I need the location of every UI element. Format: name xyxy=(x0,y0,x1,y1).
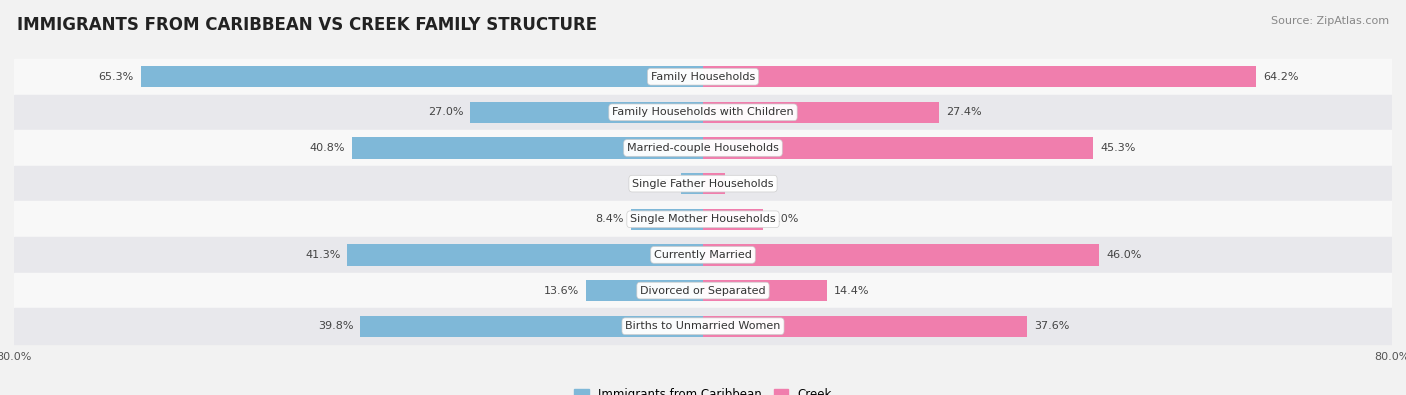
Text: Births to Unmarried Women: Births to Unmarried Women xyxy=(626,321,780,331)
Text: 45.3%: 45.3% xyxy=(1099,143,1136,153)
Bar xyxy=(703,316,1026,337)
Legend: Immigrants from Caribbean, Creek: Immigrants from Caribbean, Creek xyxy=(569,384,837,395)
Text: Divorced or Separated: Divorced or Separated xyxy=(640,286,766,295)
Text: Source: ZipAtlas.com: Source: ZipAtlas.com xyxy=(1271,16,1389,26)
Text: 41.3%: 41.3% xyxy=(305,250,340,260)
Text: 40.8%: 40.8% xyxy=(309,143,344,153)
Text: 2.6%: 2.6% xyxy=(733,179,761,189)
Bar xyxy=(703,280,827,301)
Bar xyxy=(14,166,1392,201)
Bar xyxy=(14,94,1392,130)
Bar xyxy=(360,316,703,337)
Bar xyxy=(682,173,703,194)
Bar xyxy=(703,173,725,194)
Text: 37.6%: 37.6% xyxy=(1033,321,1069,331)
Bar xyxy=(471,102,703,123)
Bar xyxy=(14,237,1392,273)
Text: 14.4%: 14.4% xyxy=(834,286,869,295)
Text: 13.6%: 13.6% xyxy=(544,286,579,295)
Text: 46.0%: 46.0% xyxy=(1107,250,1142,260)
Bar xyxy=(703,209,763,230)
Bar xyxy=(352,137,703,159)
Text: 27.0%: 27.0% xyxy=(427,107,464,117)
Text: Currently Married: Currently Married xyxy=(654,250,752,260)
Bar xyxy=(141,66,703,87)
Text: Single Mother Households: Single Mother Households xyxy=(630,214,776,224)
Text: 8.4%: 8.4% xyxy=(595,214,624,224)
Bar xyxy=(586,280,703,301)
Bar xyxy=(14,59,1392,94)
Bar xyxy=(347,244,703,265)
Bar xyxy=(14,201,1392,237)
Bar xyxy=(703,102,939,123)
Bar xyxy=(703,66,1256,87)
Bar xyxy=(703,137,1092,159)
Text: 64.2%: 64.2% xyxy=(1263,71,1298,82)
Text: Family Households: Family Households xyxy=(651,71,755,82)
Text: 39.8%: 39.8% xyxy=(318,321,353,331)
Bar xyxy=(631,209,703,230)
Bar xyxy=(14,273,1392,308)
Text: 7.0%: 7.0% xyxy=(770,214,799,224)
Bar xyxy=(14,130,1392,166)
Text: 27.4%: 27.4% xyxy=(946,107,981,117)
Text: 2.5%: 2.5% xyxy=(647,179,675,189)
Text: Single Father Households: Single Father Households xyxy=(633,179,773,189)
Text: Married-couple Households: Married-couple Households xyxy=(627,143,779,153)
Text: 65.3%: 65.3% xyxy=(98,71,134,82)
Text: IMMIGRANTS FROM CARIBBEAN VS CREEK FAMILY STRUCTURE: IMMIGRANTS FROM CARIBBEAN VS CREEK FAMIL… xyxy=(17,16,598,34)
Text: Family Households with Children: Family Households with Children xyxy=(612,107,794,117)
Bar xyxy=(703,244,1099,265)
Bar xyxy=(14,308,1392,344)
